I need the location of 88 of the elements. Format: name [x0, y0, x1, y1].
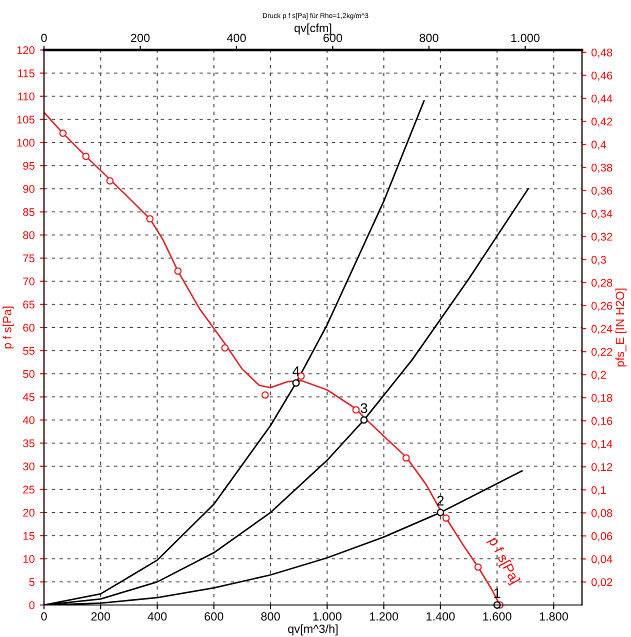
point	[221, 344, 229, 352]
y2-tick-label: 0,18	[591, 394, 612, 404]
y-tick-label: 65	[23, 300, 35, 309]
y-axis-title: p f s[Pa]	[2, 306, 14, 348]
y2-tick-label: 0,1	[591, 486, 606, 496]
y-tick-label: 10	[23, 555, 35, 563]
x-tick-label: 1.400	[426, 612, 455, 621]
x2-axis-title: qv[cfm]	[294, 23, 332, 34]
y2-tick-label: 0,4	[591, 140, 606, 150]
x-tick-label: 400	[148, 612, 167, 621]
y-tick-label: 105	[17, 116, 35, 124]
annotation: 2	[437, 496, 444, 506]
y-tick-label: 0	[29, 601, 35, 610]
x2-tick-label: 400	[226, 34, 246, 42]
y-tick-label: 90	[23, 185, 35, 193]
y-tick-label: 35	[23, 439, 35, 448]
x2-tick-label: 600	[323, 34, 342, 42]
y-tick-label: 110	[18, 92, 35, 100]
y-tick-label: 5	[29, 578, 35, 586]
y2-tick-label: 0,44	[591, 94, 612, 104]
y2-tick-label: 0,3	[591, 256, 606, 266]
x-tick-label: 1.800	[540, 612, 568, 621]
y-tick-label: 80	[23, 231, 35, 240]
x2-tick-label: 800	[420, 34, 438, 42]
point	[106, 177, 114, 185]
y2-tick-label: 0,24	[591, 324, 612, 334]
point	[261, 391, 269, 399]
y2-tick-label: 0,14	[591, 440, 612, 450]
x-axis-title: qv[m^3/h]	[288, 624, 338, 636]
y2-tick-label: 0,28	[591, 278, 612, 288]
y-tick-label: 75	[23, 254, 35, 262]
point	[59, 130, 67, 137]
y-tick-label: 15	[23, 532, 35, 540]
x-tick-label: 600	[204, 612, 224, 621]
y2-tick-label: 0,42	[591, 118, 612, 127]
y-tick-label: 95	[23, 162, 35, 170]
annotation: p f s[Pa]	[486, 536, 521, 586]
x-tick-label: 200	[91, 612, 110, 621]
y2-tick-label: 0,16	[591, 417, 612, 426]
y-tick-label: 85	[23, 208, 35, 216]
x-tick-label: 1.200	[370, 612, 398, 621]
y2-tick-label: 0,26	[591, 302, 612, 312]
y-tick-label: 100	[17, 138, 35, 147]
y-tick-label: 60	[23, 324, 35, 332]
y-tick-label: 45	[22, 393, 35, 402]
y-tick-label: 25	[23, 486, 35, 494]
x2-tick-label: 1.000	[511, 34, 540, 42]
point	[436, 508, 444, 516]
y2-tick-label: 0,04	[591, 555, 612, 564]
y2-tick-label: 0,08	[591, 509, 612, 518]
y2-axis-title: pfs_E [IN H2O]	[615, 288, 626, 366]
y2-tick-label: 0,34	[591, 210, 612, 219]
y2-tick-label: 0,48	[591, 48, 612, 58]
point	[352, 406, 360, 414]
x-tick-label: 1.000	[313, 612, 342, 621]
y2-tick-label: 0,12	[591, 463, 612, 472]
point	[292, 379, 300, 387]
y-tick-label: 40	[22, 416, 35, 424]
point	[402, 454, 410, 462]
y-tick-label: 70	[23, 278, 35, 286]
y-tick-label: 30	[23, 462, 35, 470]
annotation: 1	[494, 588, 500, 598]
y2-tick-label: 0,2	[591, 370, 606, 380]
x-tick-label: 800	[261, 612, 280, 621]
point	[174, 267, 182, 275]
point	[360, 416, 368, 424]
y2-tick-label: 0,02	[591, 578, 612, 588]
point	[146, 215, 154, 223]
y2-tick-label: 0,38	[591, 164, 612, 173]
x2-tick-label: 200	[130, 34, 150, 42]
y2-tick-label: 0,36	[591, 186, 612, 196]
y-tick-label: 55	[23, 347, 35, 355]
x-tick-label: 1.600	[483, 612, 512, 621]
x2-tick-label: 0	[41, 34, 47, 42]
x-tick-label: 0	[41, 612, 47, 621]
y-tick-label: 20	[23, 508, 35, 517]
y2-tick-label: 0,32	[591, 232, 612, 242]
annotation: 4	[292, 366, 300, 376]
y2-tick-label: 0,46	[591, 72, 612, 81]
y-tick-label: 120	[17, 46, 35, 54]
point	[474, 563, 482, 571]
y2-tick-label: 0,06	[591, 532, 612, 542]
y2-tick-label: 0,22	[591, 348, 612, 358]
y-tick-label: 115	[18, 70, 35, 78]
point	[82, 152, 90, 160]
point	[442, 514, 450, 522]
annotation: 3	[360, 403, 368, 414]
y-tick-label: 50	[23, 370, 35, 378]
